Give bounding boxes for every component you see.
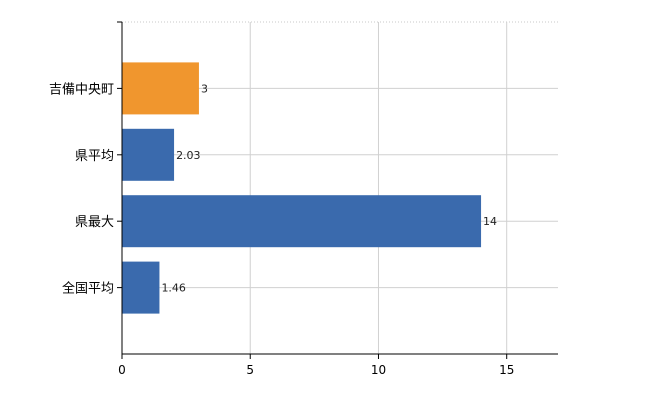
x-tick-label: 5 bbox=[246, 363, 254, 377]
x-tick-label: 10 bbox=[371, 363, 386, 377]
category-label: 全国平均 bbox=[62, 281, 114, 297]
data-label: 2.03 bbox=[176, 149, 201, 162]
bar bbox=[122, 195, 482, 248]
x-tick-label: 15 bbox=[499, 363, 514, 377]
category-label: 吉備中央町 bbox=[49, 81, 114, 97]
data-label: 1.46 bbox=[161, 282, 186, 295]
x-tick-label: 0 bbox=[118, 363, 126, 377]
bar bbox=[122, 128, 175, 181]
category-label: 県最大 bbox=[75, 215, 114, 230]
axes bbox=[117, 21, 558, 359]
bars bbox=[122, 62, 482, 314]
data-label: 3 bbox=[201, 82, 208, 95]
data-label: 14 bbox=[483, 215, 497, 228]
bar bbox=[122, 62, 199, 115]
category-label: 県平均 bbox=[75, 149, 114, 164]
bar bbox=[122, 261, 160, 314]
